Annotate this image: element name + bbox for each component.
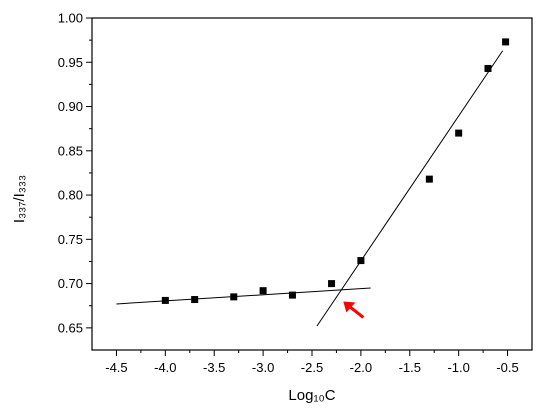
x-tick-label: -4.5 [105, 360, 127, 375]
y-tick-label: 0.95 [58, 55, 83, 70]
x-tick-label: -1.0 [447, 360, 469, 375]
x-axis: -4.5 -4.0 -3.5 -3.0 -2.5 -2.0 -1.5 -1.0 -0.5 [105, 350, 519, 375]
data-points [161, 38, 510, 304]
data-point [484, 64, 492, 72]
y-tick-label: 0.85 [58, 143, 83, 158]
y-tick-label: 0.80 [58, 188, 83, 203]
intersection-arrow [343, 301, 365, 319]
x-tick-label: -2.0 [350, 360, 372, 375]
x-tick-label: -3.0 [252, 360, 274, 375]
data-point [259, 287, 267, 295]
data-point [230, 293, 238, 301]
y-axis-title: I₃₃₇/I₃₃₃ [11, 175, 28, 223]
data-point [191, 296, 199, 304]
fit-lines [116, 50, 504, 327]
y-tick-label: 1.00 [58, 11, 83, 26]
x-axis-title: Log₁₀C [288, 387, 335, 404]
x-tick-label: -4.0 [154, 360, 176, 375]
arrow-shaft [348, 305, 365, 319]
x-tick-label: -0.5 [496, 360, 518, 375]
y-tick-label: 0.65 [58, 320, 83, 335]
plot-frame [91, 17, 533, 351]
x-tick-label: -2.5 [301, 360, 323, 375]
data-point [455, 129, 463, 137]
high-concentration-fit-line [316, 50, 504, 327]
data-point [425, 175, 433, 183]
y-tick-label: 0.70 [58, 276, 83, 291]
y-axis: 0.65 0.70 0.75 0.80 0.85 0.90 0.95 1.00 [58, 11, 92, 335]
x-tick-label: -3.5 [203, 360, 225, 375]
data-point [288, 291, 296, 299]
data-point [161, 296, 169, 304]
data-point [357, 257, 365, 265]
x-tick-label: -1.5 [399, 360, 421, 375]
y-tick-label: 0.75 [58, 232, 83, 247]
y-tick-label: 0.90 [58, 99, 83, 114]
data-point [502, 38, 510, 46]
plot-border [91, 17, 533, 351]
arrow-head-icon [343, 301, 356, 313]
low-concentration-fit-line [116, 287, 371, 305]
data-point [328, 280, 336, 288]
